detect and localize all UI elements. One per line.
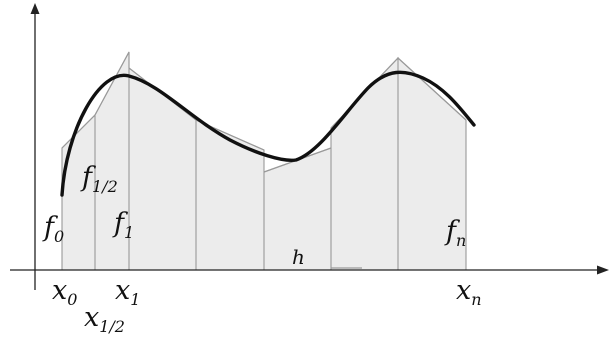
- axes: [10, 3, 609, 290]
- function-curve: [60, 70, 476, 197]
- label-xn: xn: [456, 275, 482, 309]
- x-axis-arrow: [597, 265, 609, 275]
- label-h: h: [292, 245, 305, 269]
- label-x1: x1: [115, 275, 140, 309]
- label-x-half: x1/2: [84, 302, 125, 336]
- strip-4: [195, 119, 265, 271]
- label-x0: x0: [52, 275, 77, 309]
- label-f0: f0: [42, 212, 64, 246]
- strip-3: [128, 66, 197, 271]
- y-axis-arrow: [30, 3, 40, 14]
